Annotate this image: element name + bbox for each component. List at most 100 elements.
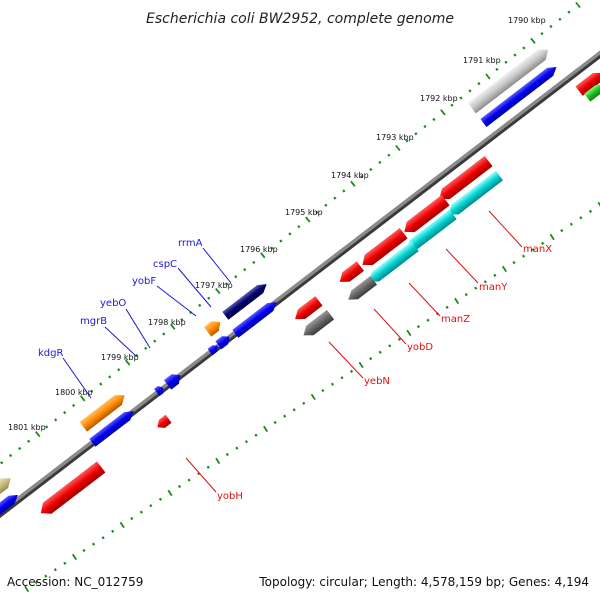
gene-feature-kdgR[interactable] (79, 390, 129, 432)
scale-label: 1793 kbp (376, 133, 414, 142)
gene-feature-red-edge[interactable] (575, 68, 600, 96)
scale-minor-tick (423, 124, 427, 129)
gene-feature-yobD-shape (339, 261, 364, 282)
gene-feature-kdgR-small[interactable] (164, 370, 184, 390)
gene-label-manZ[interactable]: manZ (441, 314, 470, 325)
gene-feature-kdgR-tiny[interactable] (154, 384, 166, 397)
gene-label-cspC[interactable]: cspC (153, 259, 177, 270)
scale-minor-tick (207, 296, 211, 300)
scale-major-tick (440, 109, 446, 116)
scale-minor-tick (468, 89, 472, 93)
gene-feature-rrmA[interactable] (222, 280, 269, 320)
leader-line (328, 341, 364, 379)
gene-feature-yobD[interactable] (336, 261, 364, 286)
gene-feature-left-khaki[interactable] (0, 474, 14, 497)
gene-feature-blue[interactable] (480, 63, 559, 127)
leader-line (104, 326, 137, 357)
scale-minor-tick (558, 17, 562, 21)
leader-line (202, 247, 232, 284)
scale-major-tick (170, 323, 176, 330)
scale-minor-tick (521, 254, 526, 258)
scale-major-tick (350, 180, 356, 187)
scale-minor-tick (101, 536, 105, 540)
gene-feature-yobF-shape (204, 321, 221, 337)
scale-minor-tick (369, 357, 373, 361)
gene-feature-manY-shape (404, 195, 450, 233)
gene-feature-manX-2[interactable] (445, 170, 504, 219)
scale-label: 1799 kbp (101, 353, 139, 362)
gene-feature-silver-shape (467, 49, 549, 114)
gene-label-rrmA[interactable]: rrmA (178, 238, 203, 249)
map-title: Escherichia coli BW2952, complete genome (146, 11, 454, 27)
gene-feature-kdgR-2[interactable] (89, 407, 136, 447)
scale-minor-tick (302, 401, 306, 405)
gene-feature-manZ-2[interactable] (365, 241, 419, 287)
scale-minor-tick (445, 305, 449, 310)
scale-major-tick (485, 73, 491, 80)
scale-minor-tick (72, 403, 76, 408)
gene-feature-yebN-2[interactable] (300, 309, 335, 340)
gene-feature-yebO[interactable] (215, 333, 232, 350)
scale-minor-tick (180, 318, 184, 322)
scale-minor-tick (426, 318, 430, 322)
scale-minor-tick (549, 24, 553, 29)
scale-major-tick (260, 252, 266, 259)
gene-feature-yobD-2[interactable] (345, 275, 378, 304)
gene-feature-manZ[interactable] (358, 228, 408, 270)
scale-minor-tick (292, 408, 296, 412)
scale-label: 1797 kbp (195, 281, 233, 290)
gene-label-yebO[interactable]: yebO (100, 298, 126, 309)
scale-label: 1794 kbp (331, 171, 369, 180)
scale-minor-tick (273, 420, 277, 425)
gene-label-yobD[interactable]: yobD (407, 342, 433, 353)
gene-feature-manX[interactable] (435, 155, 493, 204)
scale-major-tick (79, 395, 86, 402)
gene-label-manY[interactable]: manY (479, 282, 508, 293)
scale-minor-tick (513, 53, 517, 57)
gene-label-yobF[interactable]: yobF (132, 276, 156, 287)
scale-major-tick (34, 431, 41, 438)
scale-minor-tick (270, 246, 274, 250)
scale-minor-tick (18, 446, 22, 451)
leader-line (488, 210, 523, 248)
gene-feature-manY[interactable] (400, 195, 450, 237)
gene-label-mgrB[interactable]: mgrB (80, 316, 107, 327)
gene-feature-rrmA-shape (222, 284, 267, 320)
scale-minor-tick (225, 282, 229, 286)
gene-feature-yobF[interactable] (204, 317, 224, 337)
leader-line (62, 357, 92, 399)
gene-label-yebN[interactable]: yebN (364, 376, 390, 387)
scale-minor-tick (53, 568, 57, 572)
scale-minor-tick (34, 580, 38, 585)
gene-feature-yebN-shape (295, 296, 323, 320)
genome-summary-text: Topology: circular; Length: 4,578,159 bp… (258, 575, 589, 589)
gene-feature-manY-2[interactable] (403, 209, 457, 255)
gene-feature-mgrB[interactable] (207, 343, 221, 356)
scale-minor-tick (388, 344, 392, 348)
gene-feature-silver[interactable] (467, 45, 552, 114)
gene-feature-manX-shape (439, 155, 493, 200)
scale-minor-tick (9, 453, 13, 458)
gene-label-manX[interactable]: manX (523, 244, 552, 255)
scale-minor-tick (153, 339, 157, 343)
scale-minor-tick (0, 461, 4, 465)
gene-feature-cspC-rna[interactable] (232, 298, 279, 338)
scale-minor-tick (477, 82, 481, 86)
scale-minor-tick (139, 510, 143, 514)
gene-feature-yebN[interactable] (291, 296, 323, 324)
scale-minor-tick (252, 260, 256, 265)
gene-label-kdgR[interactable]: kdgR (38, 348, 63, 359)
gene-feature-manZ-2-shape (368, 241, 419, 282)
gene-feature-lower-red[interactable] (37, 461, 106, 518)
scale-minor-tick (342, 189, 346, 193)
gene-feature-left-blue[interactable] (0, 491, 21, 518)
scale-label: 1791 kbp (463, 56, 501, 65)
leader-lines (62, 210, 523, 493)
gene-feature-yobH[interactable] (154, 414, 172, 431)
gene-label-yobH[interactable]: yobH (217, 491, 243, 502)
scale-minor-tick (111, 529, 115, 533)
gene-feature-mgrB-shape (207, 345, 218, 356)
scale-minor-tick (130, 516, 134, 521)
